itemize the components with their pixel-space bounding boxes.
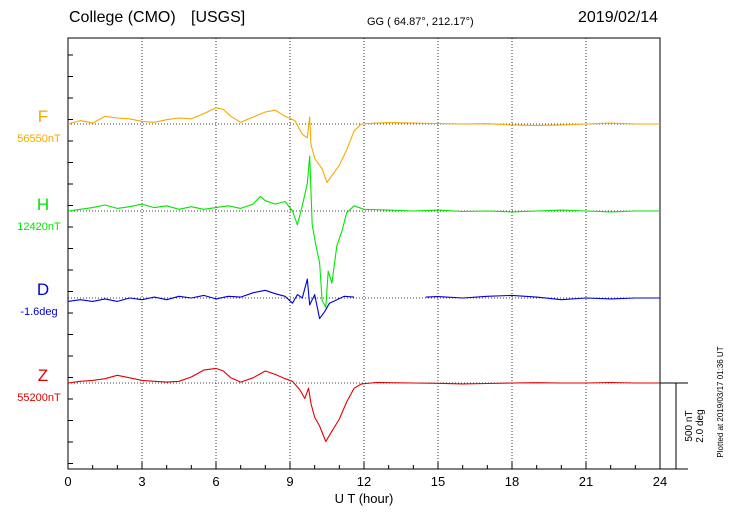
- y-ticks: [68, 54, 73, 464]
- series-baseline-value-d: -1.6deg: [20, 306, 57, 318]
- series-label-z: Z: [38, 366, 48, 385]
- date-label: 2019/02/14: [578, 9, 659, 26]
- series-label-h: H: [37, 195, 49, 214]
- x-tick-label: 3: [138, 474, 145, 489]
- scale-label-nt: 500 nT: [684, 410, 695, 441]
- series-baseline-value-h: 12420nT: [17, 221, 61, 233]
- scale-label-deg: 2.0 deg: [695, 409, 706, 442]
- x-axis-label: U T (hour): [335, 491, 394, 506]
- x-tick-label: 21: [579, 474, 593, 489]
- scale-bar: 500 nT 2.0 deg: [660, 382, 706, 470]
- series-labels: F 56550nT H 12420nT D -1.6deg Z 55200nT: [17, 107, 61, 404]
- x-tick-label: 9: [286, 474, 293, 489]
- series-label-f: F: [38, 107, 48, 126]
- series-line-h: [67, 155, 660, 308]
- x-tick-label: 24: [653, 474, 667, 489]
- x-tick-label: 0: [64, 474, 71, 489]
- plotted-at-note: Plotted at 2019/03/17 01:36 UT: [716, 346, 725, 457]
- series-line-d: [67, 278, 660, 320]
- series-lines: [67, 107, 660, 443]
- x-tick-label: 15: [431, 474, 445, 489]
- x-tick-label: 6: [212, 474, 219, 489]
- series-line-z: [67, 367, 660, 443]
- x-tick-label: 12: [357, 474, 371, 489]
- series-baseline-value-z: 55200nT: [17, 392, 61, 404]
- grid-lines: [141, 38, 587, 469]
- geographic-coords: GG ( 64.87°, 212.17°): [367, 16, 474, 28]
- data-source: [USGS]: [191, 9, 246, 26]
- x-tick-label: 18: [505, 474, 519, 489]
- series-label-d: D: [37, 280, 49, 299]
- series-baseline-value-f: 56550nT: [17, 133, 61, 145]
- series-line-f: [67, 107, 660, 184]
- station-title: College (CMO): [69, 9, 176, 26]
- x-axis: 0 3 6 9 12 15 18 21 24: [64, 462, 667, 489]
